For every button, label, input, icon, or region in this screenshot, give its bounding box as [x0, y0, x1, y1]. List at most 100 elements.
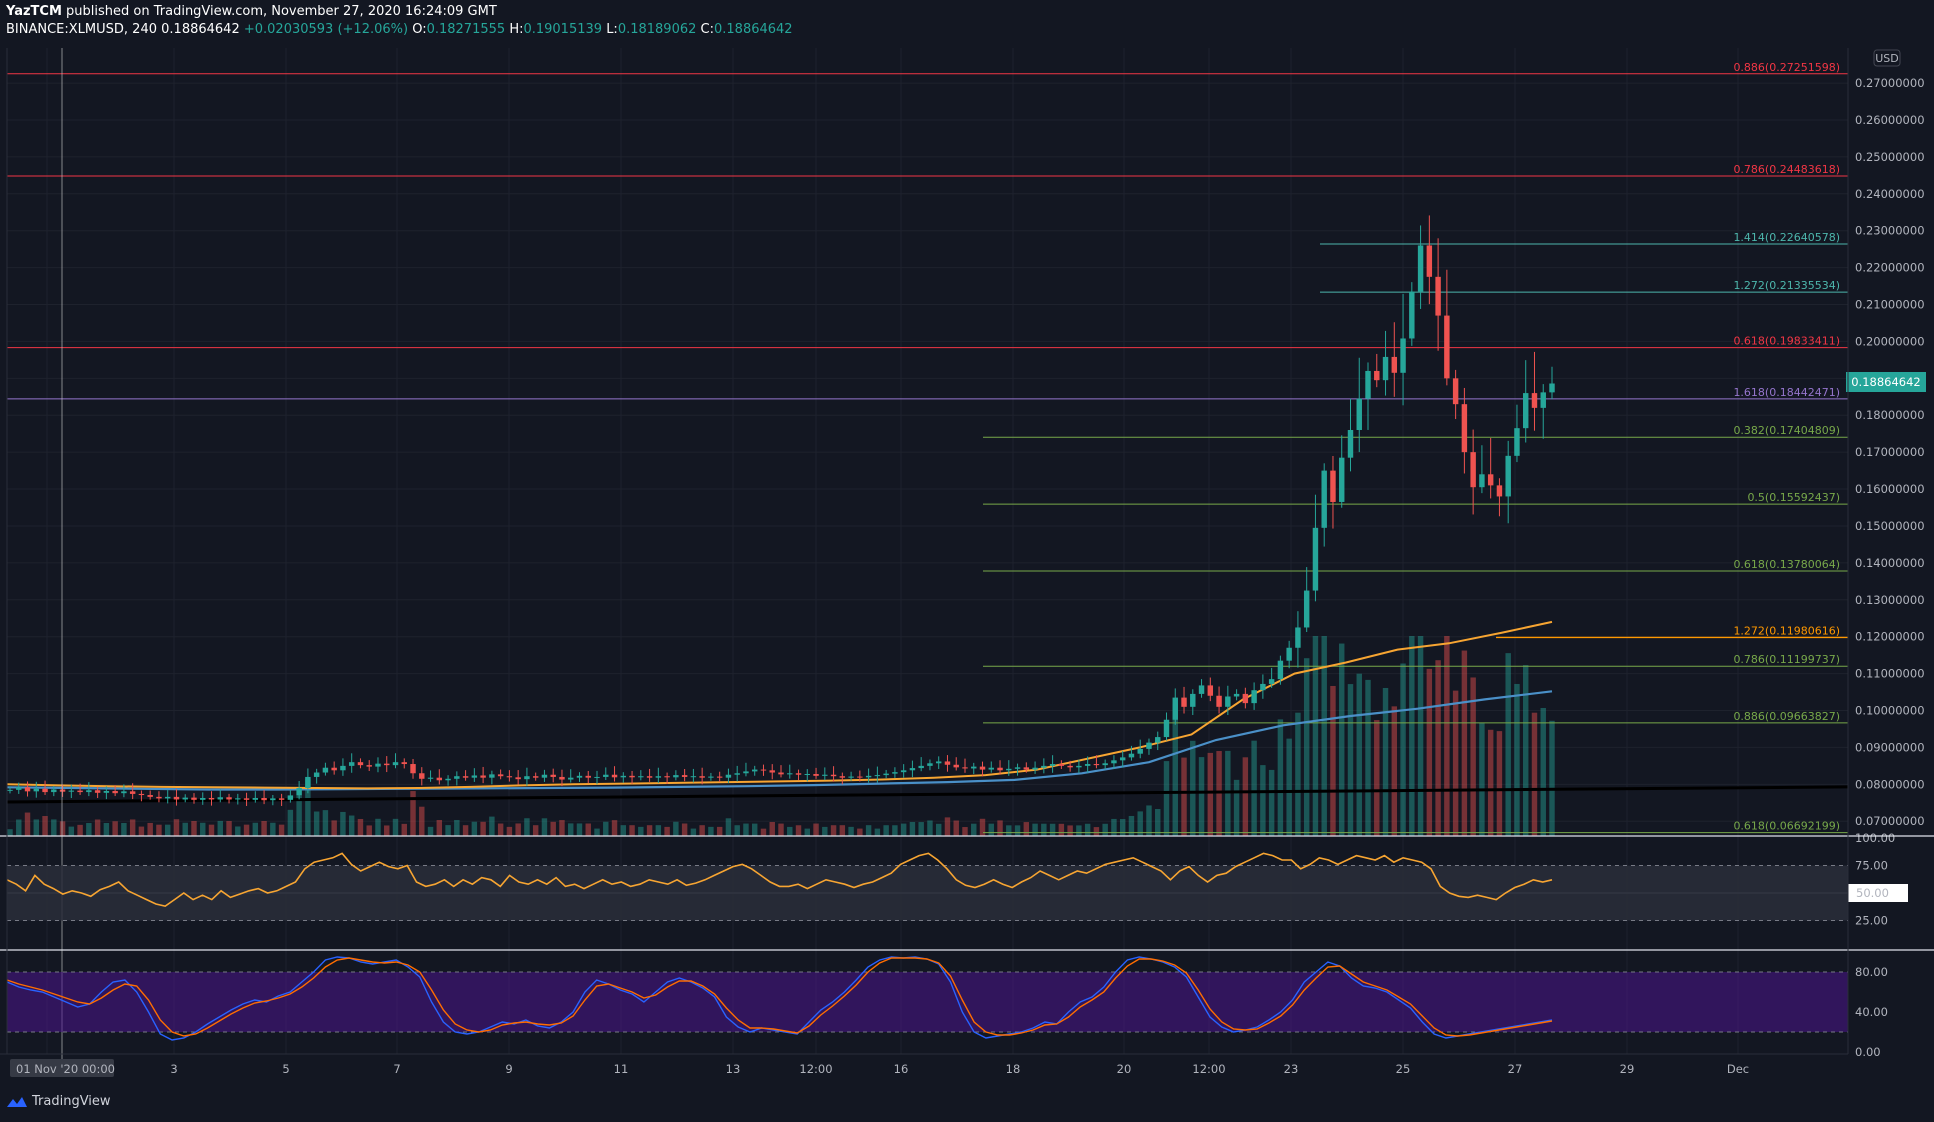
candle-body[interactable]: [322, 767, 329, 773]
candle-body[interactable]: [436, 777, 443, 781]
candle-body[interactable]: [243, 798, 250, 800]
candle-body[interactable]: [1216, 695, 1222, 707]
candle-body[interactable]: [1286, 647, 1292, 661]
candle-body[interactable]: [1295, 627, 1301, 648]
candle-body[interactable]: [68, 790, 75, 792]
candle-body[interactable]: [962, 767, 968, 769]
candle-body[interactable]: [1277, 660, 1284, 680]
candle-body[interactable]: [340, 765, 346, 771]
candle-body[interactable]: [550, 774, 556, 777]
candle-body[interactable]: [1067, 765, 1073, 768]
candle-body[interactable]: [699, 776, 705, 778]
candle-body[interactable]: [1409, 291, 1415, 339]
candle-body[interactable]: [348, 762, 355, 766]
candle-body[interactable]: [909, 768, 916, 771]
candle-body[interactable]: [1382, 356, 1389, 381]
candle-body[interactable]: [357, 762, 364, 766]
candle-body[interactable]: [173, 796, 180, 800]
candle-body[interactable]: [1347, 430, 1354, 458]
fib-levels[interactable]: 0.886(0.27251598) 0.786(0.24483618) 1.414(…: [7, 61, 1848, 834]
candle-body[interactable]: [532, 776, 539, 778]
candle-body[interactable]: [1531, 393, 1538, 408]
candle-body[interactable]: [1093, 764, 1100, 766]
candle-body[interactable]: [1303, 590, 1310, 628]
candle-body[interactable]: [1487, 474, 1494, 486]
candle-body[interactable]: [716, 776, 723, 778]
candle-body[interactable]: [576, 775, 583, 778]
candle-body[interactable]: [681, 775, 688, 777]
candle-body[interactable]: [751, 769, 758, 772]
candle-body[interactable]: [366, 765, 372, 767]
candle-body[interactable]: [164, 796, 171, 799]
candle-body[interactable]: [480, 775, 486, 778]
candle-body[interactable]: [384, 763, 390, 766]
candle-body[interactable]: [129, 791, 136, 794]
candle-body[interactable]: [419, 773, 425, 779]
candle-body[interactable]: [1119, 757, 1126, 761]
candle-body[interactable]: [629, 775, 635, 778]
candle-body[interactable]: [935, 761, 942, 764]
candle-body[interactable]: [620, 775, 627, 778]
candle-body[interactable]: [445, 778, 451, 781]
candle-body[interactable]: [454, 776, 460, 779]
candle-body[interactable]: [261, 797, 267, 801]
candle-body[interactable]: [1076, 765, 1082, 768]
candle-body[interactable]: [1251, 690, 1257, 704]
candle-body[interactable]: [208, 797, 215, 800]
candle-body[interactable]: [1041, 765, 1047, 768]
candle-body[interactable]: [760, 769, 767, 771]
candle-body[interactable]: [121, 791, 127, 794]
candle-body[interactable]: [331, 767, 337, 771]
candle-body[interactable]: [1102, 763, 1108, 766]
candle-body[interactable]: [673, 775, 679, 778]
price-axis[interactable]: 0.27000000 0.26000000 0.25000000 0.24000000…: [1855, 76, 1925, 828]
candle-body[interactable]: [725, 774, 732, 778]
candle-body[interactable]: [1198, 685, 1205, 694]
candle-body[interactable]: [568, 777, 574, 780]
candle-body[interactable]: [1374, 370, 1380, 381]
candle-body[interactable]: [900, 770, 907, 773]
candle-body[interactable]: [1268, 679, 1275, 684]
time-axis[interactable]: 01 Nov '20 00:00 3 5 7 9 11 13 12:00 16 18 20 12:00…: [10, 1059, 1749, 1077]
candle-body[interactable]: [734, 773, 740, 775]
candle-body[interactable]: [1549, 383, 1555, 393]
candle-body[interactable]: [375, 763, 381, 767]
candle-body[interactable]: [1417, 245, 1424, 292]
candle-body[interactable]: [1084, 764, 1091, 766]
candle-body[interactable]: [953, 764, 959, 768]
candle-body[interactable]: [226, 797, 232, 800]
candle-body[interactable]: [1233, 693, 1240, 697]
candle-body[interactable]: [497, 774, 504, 777]
candle-body[interactable]: [822, 774, 828, 776]
candle-body[interactable]: [857, 776, 863, 778]
candle-body[interactable]: [611, 774, 618, 778]
candle-body[interactable]: [94, 790, 101, 793]
candle-body[interactable]: [979, 766, 986, 770]
candle-body[interactable]: [252, 797, 259, 800]
candle-body[interactable]: [112, 790, 118, 794]
candle-body[interactable]: [690, 776, 697, 778]
candle-body[interactable]: [787, 773, 793, 775]
candle-body[interactable]: [462, 776, 469, 778]
candle-body[interactable]: [1128, 753, 1135, 758]
candle-body[interactable]: [410, 764, 416, 774]
candle-body[interactable]: [1461, 404, 1468, 453]
candle-body[interactable]: [708, 776, 714, 778]
candle-body[interactable]: [59, 789, 66, 792]
candle-body[interactable]: [944, 761, 951, 765]
candle-body[interactable]: [1242, 693, 1249, 704]
candle-body[interactable]: [603, 774, 609, 777]
candle-body[interactable]: [559, 776, 565, 780]
candle-body[interactable]: [305, 776, 311, 789]
candle-body[interactable]: [506, 776, 513, 778]
stoch-rsi-pane[interactable]: 80.00 40.00 0.00: [6, 956, 1888, 1059]
candle-body[interactable]: [7, 789, 13, 791]
candle-body[interactable]: [988, 767, 994, 770]
candle-body[interactable]: [927, 763, 933, 766]
candle-body[interactable]: [541, 774, 548, 778]
candle-body[interactable]: [489, 774, 495, 778]
candle-body[interactable]: [1391, 356, 1398, 373]
candle-body[interactable]: [24, 787, 31, 792]
candle-body[interactable]: [51, 789, 57, 793]
